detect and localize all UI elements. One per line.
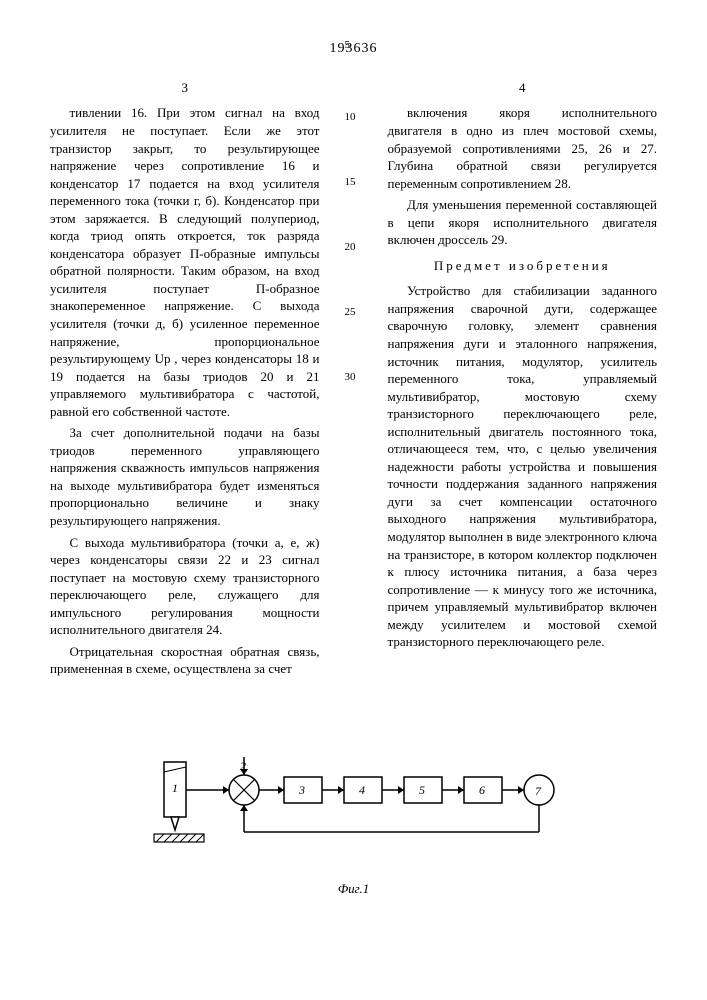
right-p1: включения якоря исполнительного двигател… bbox=[388, 104, 658, 192]
line-num: 5 bbox=[345, 38, 351, 53]
block-diagram: 1 2 3 4 bbox=[144, 742, 564, 872]
line-num: 15 bbox=[345, 175, 356, 190]
left-p4: Отрицательная скоростная обратная связь,… bbox=[50, 643, 320, 678]
left-column: тивлении 16. При этом сигнал на вход уси… bbox=[50, 104, 320, 678]
page-number-right: 4 bbox=[388, 79, 658, 97]
block-label-4: 4 bbox=[359, 783, 365, 797]
block-label-5: 5 bbox=[419, 783, 425, 797]
document-number: 193636 bbox=[50, 40, 657, 59]
line-num: 30 bbox=[345, 370, 356, 385]
page-number-left: 3 bbox=[50, 79, 320, 97]
block-label-6: 6 bbox=[479, 783, 485, 797]
left-p3: С выхода мультивибратора (точки а, е, ж)… bbox=[50, 534, 320, 639]
figure-caption: Фиг.1 bbox=[50, 880, 657, 898]
content-columns: 3 тивлении 16. При этом сигнал на вход у… bbox=[50, 79, 657, 682]
left-p2: За счет дополнительной подачи на базы тр… bbox=[50, 424, 320, 529]
subject-heading: Предмет изобретения bbox=[388, 257, 658, 275]
line-num: 20 bbox=[345, 240, 356, 255]
right-column: включения якоря исполнительного двигател… bbox=[388, 104, 658, 650]
block-label-1: 1 bbox=[172, 781, 178, 795]
right-p3: Устройство для стабилизации заданного на… bbox=[388, 282, 658, 650]
figure-1: 1 2 3 4 bbox=[50, 742, 657, 898]
block-label-7: 7 bbox=[535, 784, 542, 798]
line-num: 25 bbox=[345, 305, 356, 320]
right-p2: Для уменьшения переменной составляющей в… bbox=[388, 196, 658, 249]
left-p1: тивлении 16. При этом сигнал на вход уси… bbox=[50, 104, 320, 420]
line-number-gutter: 5 10 15 20 25 30 bbox=[345, 79, 363, 682]
line-num: 10 bbox=[345, 110, 356, 125]
block-label-3: 3 bbox=[298, 783, 305, 797]
